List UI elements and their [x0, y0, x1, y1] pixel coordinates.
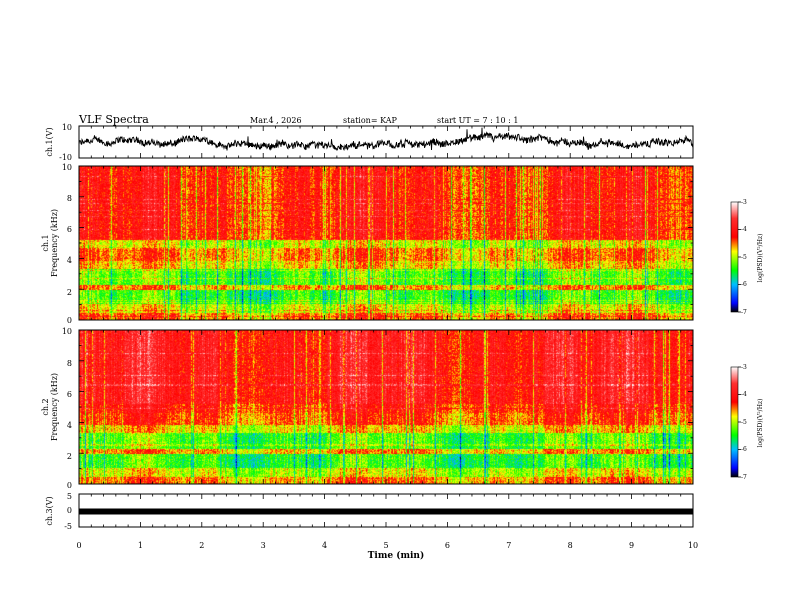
time-tick-label: 10: [688, 541, 698, 550]
ch1-spectrogram-image: [79, 166, 693, 320]
date-label: Mar.4 , 2026: [250, 116, 302, 125]
ch1-ytick-4: 4: [67, 256, 72, 265]
start-time-label: start UT = 7 : 10 : 1: [437, 116, 518, 125]
time-tick-label: 7: [506, 541, 511, 550]
time-tick-label: 8: [568, 541, 573, 550]
ch1-frequency-label: Frequency (kHz): [50, 209, 59, 277]
ch1-ytick-10: 10: [62, 163, 72, 172]
ch1-colorbar: [730, 201, 739, 313]
ch2-colorbar: [730, 366, 739, 478]
ch1-cbar-tick-m3: -3: [741, 199, 747, 206]
ch2-colorbar-ticks: [738, 366, 741, 478]
ch2-ytick-4: 4: [67, 421, 72, 430]
ch1-waveform-trace: [79, 127, 693, 152]
station-label: station= KAP: [343, 116, 398, 125]
time-tick-label: 0: [76, 541, 81, 550]
ch2-ytick-2: 2: [67, 452, 72, 461]
ch2-cbar-tick-m3: -3: [741, 364, 747, 371]
ch1-ytick-2: 2: [67, 288, 72, 297]
ch1-spectrogram-panel: 0 2 4 6 8 10 ch.1 Frequency (kHz) -3 -4 …: [41, 163, 764, 325]
ch3-waveform-ticks: [78, 494, 694, 527]
ch2-ytick-6: 6: [67, 390, 72, 399]
chart-title: VLF Spectra: [78, 113, 149, 126]
time-tick-label: 4: [322, 541, 327, 550]
ch1-waveform-ticks: [78, 126, 694, 158]
time-tick-label: 6: [445, 541, 450, 550]
ch2-spectrogram-image: [79, 330, 693, 484]
ch2-ytick-8: 8: [67, 359, 72, 368]
ch1-cbar-tick-m7: -7: [741, 309, 747, 316]
ch1-waveform-panel: 10 -10 ch.1(V): [45, 123, 694, 162]
ch1-ytick-bottom: -10: [59, 153, 72, 162]
ch1-spectrogram-ylabel: ch.1: [41, 234, 50, 251]
ch1-cbar-tick-m5: -5: [741, 254, 747, 261]
ch3-ytick-top: 5: [67, 492, 72, 501]
ch2-cbar-tick-m5: -5: [741, 419, 747, 426]
ch1-ytick-0: 0: [67, 316, 72, 325]
ch2-spectrogram-ylabel: ch.2: [41, 398, 50, 415]
ch1-colorbar-ticks: [738, 201, 741, 313]
ch2-cbar-tick-m7: -7: [741, 474, 747, 481]
ch2-colorbar-label: log(PSD)(V²/Hz): [757, 399, 764, 448]
ch2-ytick-10: 10: [62, 327, 72, 336]
ch2-frequency-label: Frequency (kHz): [50, 373, 59, 441]
time-tick-label: 2: [199, 541, 204, 550]
ch2-cbar-tick-m4: -4: [741, 391, 747, 398]
time-tick-label: 9: [629, 541, 634, 550]
ch1-ytick-8: 8: [67, 194, 72, 203]
ch3-waveform-trace: [79, 508, 693, 515]
time-axis-tick-labels: 0 1 2 3 4 5 6 7 8 9 10: [76, 541, 698, 550]
ch3-waveform-ylabel: ch.3(V): [45, 496, 54, 525]
ch1-colorbar-label: log(PSD)(V²/Hz): [757, 234, 764, 283]
time-axis-label: Time (min): [368, 550, 425, 561]
time-tick-label: 1: [138, 541, 143, 550]
time-tick-label: 3: [261, 541, 266, 550]
ch2-ytick-0: 0: [67, 481, 72, 490]
ch2-cbar-tick-m6: -6: [741, 446, 747, 453]
ch1-ytick-top: 10: [62, 123, 72, 132]
ch1-ytick-6: 6: [67, 225, 72, 234]
ch1-spectrogram-ticks: [78, 165, 694, 321]
ch3-waveform-panel: 5 0 -5 ch.3(V): [45, 492, 694, 531]
ch3-ytick-mid: 0: [67, 506, 72, 515]
ch2-spectrogram-ticks: [78, 329, 694, 485]
ch1-cbar-tick-m4: -4: [741, 226, 747, 233]
ch1-cbar-tick-m6: -6: [741, 281, 747, 288]
ch1-waveform-ylabel: ch.1(V): [45, 127, 54, 156]
ch3-ytick-bottom: -5: [64, 522, 72, 531]
ch2-spectrogram-panel: 0 2 4 6 8 10 ch.2 Frequency (kHz) -3 -4 …: [41, 327, 764, 490]
time-tick-label: 5: [383, 541, 388, 550]
